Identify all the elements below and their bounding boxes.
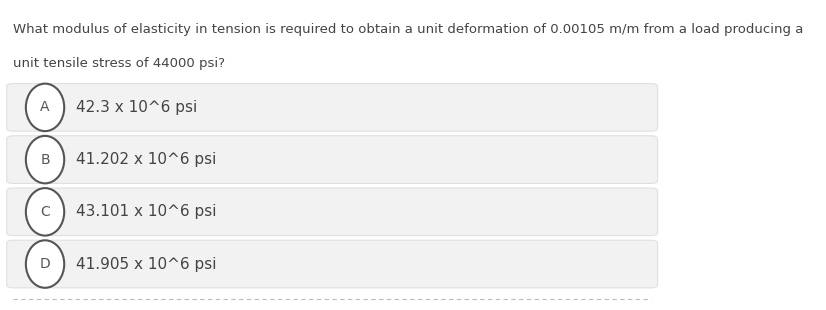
FancyBboxPatch shape: [7, 240, 657, 288]
FancyBboxPatch shape: [7, 136, 657, 184]
FancyBboxPatch shape: [7, 188, 657, 236]
Text: C: C: [40, 205, 50, 219]
Ellipse shape: [26, 188, 64, 236]
Ellipse shape: [26, 240, 64, 288]
Ellipse shape: [26, 136, 64, 183]
Text: unit tensile stress of 44000 psi?: unit tensile stress of 44000 psi?: [13, 57, 225, 70]
Text: A: A: [40, 100, 50, 114]
Text: What modulus of elasticity in tension is required to obtain a unit deformation o: What modulus of elasticity in tension is…: [13, 23, 804, 36]
Ellipse shape: [26, 84, 64, 131]
Text: 41.202 x 10^6 psi: 41.202 x 10^6 psi: [76, 152, 216, 167]
Text: 42.3 x 10^6 psi: 42.3 x 10^6 psi: [76, 100, 197, 115]
Text: B: B: [40, 153, 50, 166]
Text: 41.905 x 10^6 psi: 41.905 x 10^6 psi: [76, 257, 216, 272]
Text: 43.101 x 10^6 psi: 43.101 x 10^6 psi: [76, 204, 216, 219]
Text: D: D: [40, 257, 50, 271]
FancyBboxPatch shape: [7, 84, 657, 131]
